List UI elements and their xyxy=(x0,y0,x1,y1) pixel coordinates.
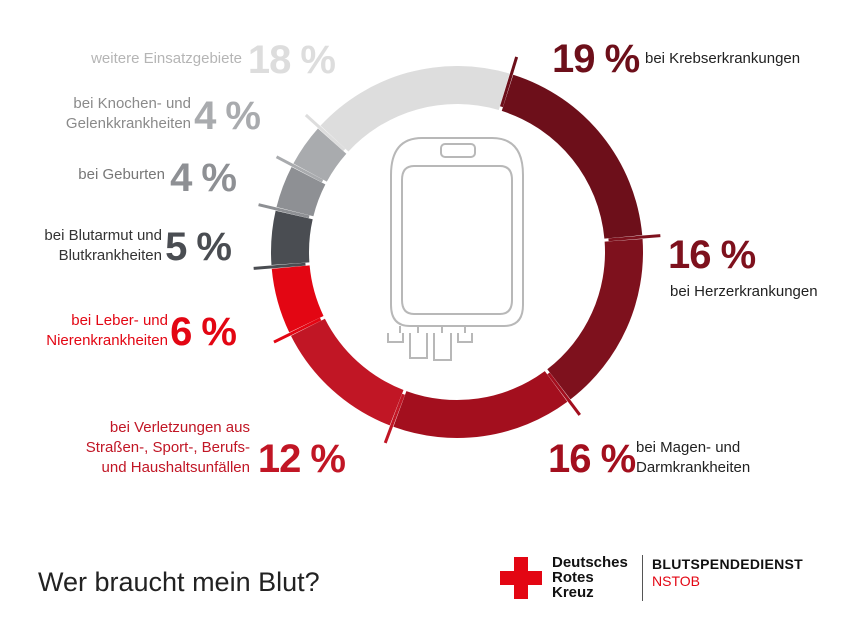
pct-magen: 16 % xyxy=(548,437,636,481)
segment-divider xyxy=(547,372,581,416)
pct-leber: 6 % xyxy=(170,310,237,354)
page-title: Wer braucht mein Blut? xyxy=(38,567,320,597)
drk-logo: Deutsches Rotes Kreuz BLUTSPENDEDIENST N… xyxy=(500,555,830,605)
label-leber: bei Leber- und Nierenkrankheiten xyxy=(46,312,168,349)
donut-segment-6 xyxy=(270,210,313,265)
label-krebs: bei Krebserkrankungen xyxy=(645,50,801,67)
segment-divider xyxy=(304,113,346,152)
label-knochen: bei Knochen- und Gelenkkrankheiten xyxy=(65,95,191,132)
pct-weitere: 18 % xyxy=(247,38,336,82)
segment-divider xyxy=(273,317,322,344)
donut-segment-3 xyxy=(393,371,568,438)
segment-divider xyxy=(275,155,324,183)
logo-divider xyxy=(642,555,643,601)
org-line: Kreuz xyxy=(552,584,594,601)
donut-segment-5 xyxy=(271,265,324,333)
label-blutarmut: bei Blutarmut und Blutkrankheiten xyxy=(44,227,162,264)
label-geburten: bei Geburten xyxy=(78,166,165,183)
org-name: Deutsches Rotes Kreuz xyxy=(552,555,628,600)
donut-segment-4 xyxy=(290,318,404,426)
segment-divider xyxy=(383,393,405,444)
pct-blutarmut: 5 % xyxy=(165,225,232,269)
segment-divider xyxy=(608,234,661,242)
donut-segment-8 xyxy=(293,128,347,182)
label-weitere: weitere Einsatzgebiete xyxy=(91,50,242,67)
segment-divider xyxy=(253,262,306,270)
label-unfaelle: bei Verletzungen aus Straßen-, Sport-, B… xyxy=(85,419,250,476)
pct-herz: 16 % xyxy=(668,233,756,277)
donut-segment-7 xyxy=(276,166,326,217)
segment-dividers xyxy=(253,56,661,444)
donut-segment-2 xyxy=(547,239,644,400)
branch-name: NSTOB xyxy=(652,573,700,589)
segment-divider xyxy=(500,56,519,108)
org-line: Rotes xyxy=(552,569,594,586)
donut-segment-1 xyxy=(501,74,643,239)
label-herz: bei Herzerkrankungen xyxy=(670,283,818,300)
pct-geburten: 4 % xyxy=(170,156,237,200)
pct-krebs: 19 % xyxy=(552,37,640,81)
label-magen: bei Magen- und Darmkrankheiten xyxy=(636,439,751,476)
pct-knochen: 4 % xyxy=(194,94,261,138)
blood-bag-icon xyxy=(387,137,524,361)
pct-unfaelle: 12 % xyxy=(257,437,346,481)
donut-segment-9 xyxy=(320,66,510,152)
segment-divider xyxy=(258,203,310,219)
red-cross-icon xyxy=(500,557,542,599)
org-line: Deutsches xyxy=(552,554,628,571)
service-name: BLUTSPENDEDIENST xyxy=(652,556,804,572)
donut-segments xyxy=(270,66,644,438)
